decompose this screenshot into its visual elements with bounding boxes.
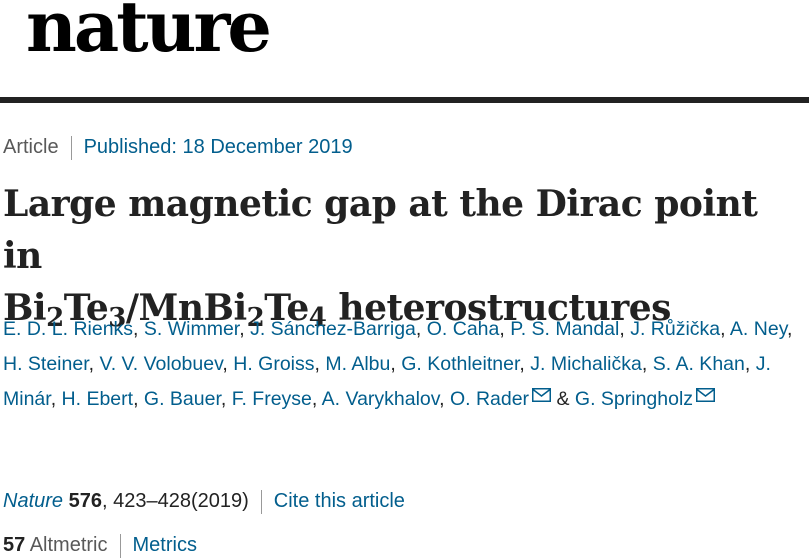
author-link[interactable]: H. Ebert: [61, 388, 134, 410]
title-line-1: Large magnetic gap at the Dirac point in: [3, 183, 758, 277]
pages-year: , 423–428(2019): [101, 490, 249, 512]
author-separator: ,: [619, 318, 631, 340]
author-link[interactable]: F. Freyse: [231, 388, 312, 410]
author-separator: ,: [88, 353, 100, 375]
author-link[interactable]: E. D. L. Rienks: [3, 318, 134, 340]
author-link[interactable]: J. Růžička: [630, 318, 721, 340]
journal-volume: 576: [68, 490, 102, 512]
nature-logo[interactable]: nature: [26, 0, 272, 68]
journal-name[interactable]: Nature: [3, 490, 64, 512]
author-link[interactable]: H. Groiss: [233, 353, 315, 375]
cite-this-article-link[interactable]: Cite this article: [273, 490, 405, 512]
author-separator: ,: [787, 318, 793, 340]
author-separator: ,: [239, 318, 251, 340]
title-sub-bi: 2: [46, 303, 64, 333]
author-link[interactable]: J. Minár: [3, 353, 771, 410]
corresponding-author-mail-icon[interactable]: [696, 388, 716, 402]
author-link[interactable]: G. Bauer: [143, 388, 221, 410]
title-formula-te2: Te: [264, 287, 309, 329]
author-separator: ,: [133, 318, 144, 340]
author-link[interactable]: H. Steiner: [3, 353, 89, 375]
metrics-separator: [119, 533, 121, 558]
author-link[interactable]: J. Michalička: [530, 353, 642, 375]
title-tail: heterostructures: [326, 287, 671, 329]
author-conjunction: &: [551, 388, 575, 410]
author-link[interactable]: S. Wimmer: [143, 318, 240, 340]
author-list: E. D. L. Rienks, S. Wimmer, J. Sánchez-B…: [3, 312, 807, 417]
article-meta: Article Published: 18 December 2019: [3, 135, 353, 160]
author-link[interactable]: S. A. Khan: [652, 353, 745, 375]
author-link[interactable]: A. Varykhalov: [321, 388, 440, 410]
metrics-link[interactable]: Metrics: [132, 534, 197, 556]
author-separator: ,: [641, 353, 653, 375]
author-link[interactable]: P. S. Mandal: [510, 318, 620, 340]
author-link[interactable]: G. Springholz: [574, 388, 694, 410]
author-separator: ,: [744, 353, 756, 375]
author-link[interactable]: A. Ney: [729, 318, 787, 340]
citation-separator: [260, 489, 262, 514]
author-link[interactable]: O. Rader: [449, 388, 530, 410]
title-sub-te2: 4: [308, 303, 327, 333]
author-separator: ,: [220, 388, 232, 410]
author-separator: ,: [390, 353, 402, 375]
corresponding-author-mail-icon[interactable]: [532, 388, 552, 402]
title-sub-mnbi: 2: [246, 303, 265, 333]
title-formula-bi: Bi: [3, 287, 47, 329]
title-formula-mnbi: /MnBi: [125, 287, 247, 329]
author-separator: ,: [720, 318, 730, 340]
article-type: Article: [3, 136, 59, 158]
altmetric-label: Altmetric: [29, 534, 108, 556]
author-separator: ,: [439, 388, 450, 410]
author-link[interactable]: J. Sánchez-Barriga: [250, 318, 416, 340]
meta-separator: [70, 135, 72, 160]
author-separator: ,: [133, 388, 144, 410]
altmetric-count: 57: [3, 534, 26, 556]
title-sub-te: 3: [108, 303, 126, 333]
article-title: Large magnetic gap at the Dirac point in…: [3, 178, 803, 334]
citation-line: Nature 576, 423–428(2019) Cite this artic…: [3, 488, 405, 514]
author-separator: ,: [222, 353, 234, 375]
title-formula-te: Te: [63, 287, 109, 329]
author-link[interactable]: O. Caha: [426, 318, 500, 340]
author-link[interactable]: M. Albu: [325, 353, 391, 375]
author-separator: ,: [519, 353, 531, 375]
published-date: Published: 18 December 2019: [83, 136, 353, 158]
author-separator: ,: [50, 388, 62, 410]
author-link[interactable]: G. Kothleitner: [401, 353, 520, 375]
author-separator: ,: [311, 388, 322, 410]
metrics-line: 57 Altmetric Metrics: [3, 532, 197, 558]
author-separator: ,: [314, 353, 326, 375]
author-separator: ,: [415, 318, 427, 340]
author-separator: ,: [499, 318, 511, 340]
author-link[interactable]: V. V. Volobuev: [99, 353, 223, 375]
header-divider: [0, 97, 809, 103]
